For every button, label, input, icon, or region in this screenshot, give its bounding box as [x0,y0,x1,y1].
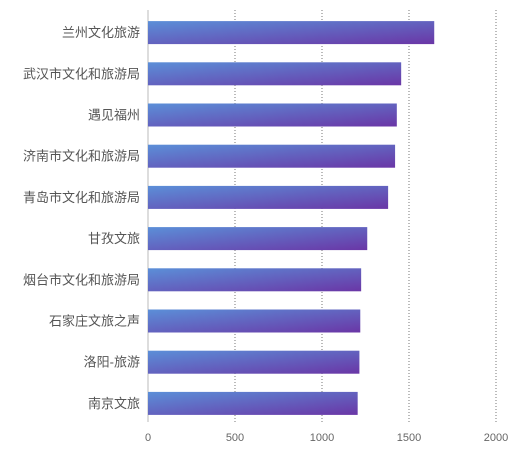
category-label: 洛阳-旅游 [84,355,140,370]
x-axis-ticks: 0 500 1000 1500 2000 [145,432,508,444]
category-labels: 兰州文化旅游武汉市文化和旅游局遇见福州济南市文化和旅游局青岛市文化和旅游局甘孜文… [23,25,140,411]
category-label: 兰州文化旅游 [62,25,140,40]
bar [148,185,389,209]
bar [148,391,358,415]
bar [148,309,361,333]
category-label: 济南市文化和旅游局 [23,149,140,164]
category-label: 青岛市文化和旅游局 [23,190,140,205]
bar [148,144,396,168]
x-tick-label: 2000 [484,432,508,444]
x-tick-label: 1000 [310,432,334,444]
category-label: 武汉市文化和旅游局 [23,66,140,81]
x-tick-label: 0 [145,432,151,444]
bar [148,350,360,374]
bars [148,21,435,415]
category-label: 遇见福州 [88,108,140,123]
category-label: 石家庄文旅之声 [49,314,140,329]
bar [148,103,397,127]
bar [148,227,368,251]
category-label: 烟台市文化和旅游局 [23,272,140,287]
bar [148,21,435,45]
x-tick-label: 1500 [397,432,421,444]
bar [148,268,362,292]
category-label: 甘孜文旅 [88,231,140,246]
x-tick-label: 500 [226,432,244,444]
category-label: 南京文旅 [88,396,140,411]
bar [148,62,402,86]
